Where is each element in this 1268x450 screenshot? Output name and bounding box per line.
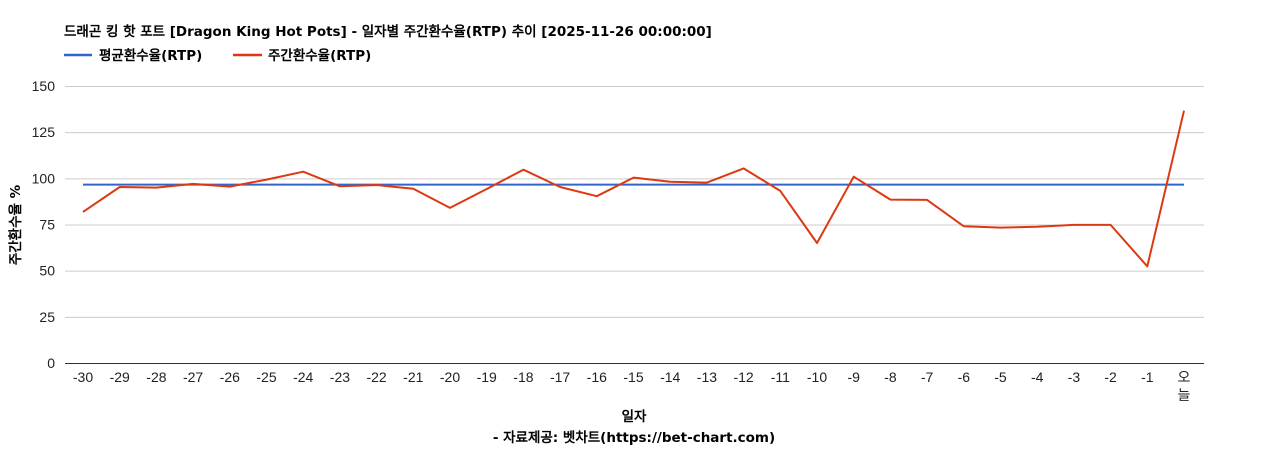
x-tick-label: -13 [697, 369, 717, 385]
x-axis-ticks: -30 -29 -28 -27 -26 -25 -24 -23 -22 -21 -20 -19 -18 -… [73, 369, 1191, 403]
y-tick-label: 25 [39, 309, 55, 325]
legend-item-weekly[interactable]: 주간환수율(RTP) [233, 47, 371, 64]
x-tick-label: -2 [1104, 369, 1117, 385]
x-tick-label: -4 [1031, 369, 1044, 385]
x-tick-label: -16 [587, 369, 607, 385]
gridlines [65, 86, 1204, 318]
x-tick-label: -1 [1141, 369, 1154, 385]
legend-label-weekly: 주간환수율(RTP) [268, 47, 371, 64]
x-axis-title: 일자 [622, 409, 647, 425]
y-tick-label: 0 [47, 355, 55, 371]
y-tick-label: 50 [39, 263, 55, 279]
y-tick-label: 100 [32, 170, 56, 186]
x-tick-label: -11 [771, 369, 790, 385]
x-tick-label: -6 [958, 369, 971, 385]
x-tick-label: -7 [921, 369, 934, 385]
x-tick-label: -21 [403, 369, 423, 385]
x-tick-label: -23 [330, 369, 350, 385]
y-tick-label: 75 [39, 217, 55, 233]
x-tick-label: -15 [623, 369, 643, 385]
x-tick-label: -28 [146, 369, 166, 385]
legend: 평균환수율(RTP) 주간환수율(RTP) [64, 47, 371, 64]
y-axis-title: 주간환수율 % [7, 184, 24, 265]
series-line-weekly-rtp[interactable] [82, 110, 1185, 268]
x-tick-label: -18 [513, 369, 533, 385]
chart-title: 드래곤 킹 핫 포트 [Dragon King Hot Pots] - 일자별 … [64, 23, 712, 40]
series-lines [82, 110, 1185, 268]
legend-item-average[interactable]: 평균환수율(RTP) [64, 47, 202, 64]
x-tick-label: -19 [477, 369, 497, 385]
x-tick-label: -8 [884, 369, 897, 385]
x-tick-label: -27 [183, 369, 203, 385]
source-note: - 자료제공: 벳차트(https://bet-chart.com) [493, 429, 775, 446]
x-tick-label: -12 [733, 369, 753, 385]
x-tick-label: -3 [1068, 369, 1081, 385]
x-tick-label: -24 [293, 369, 313, 385]
x-tick-label: -22 [366, 369, 386, 385]
x-tick-label: -30 [73, 369, 93, 385]
y-tick-label: 150 [32, 78, 56, 94]
x-tick-label: -10 [807, 369, 827, 385]
x-tick-label: -26 [220, 369, 240, 385]
x-tick-label: -14 [660, 369, 680, 385]
legend-label-average: 평균환수율(RTP) [99, 47, 202, 64]
y-tick-label: 125 [32, 124, 56, 140]
x-tick-label: -17 [550, 369, 570, 385]
x-tick-label: -9 [847, 369, 860, 385]
x-tick-label: -5 [994, 369, 1007, 385]
y-axis-ticks: 0 25 50 75 100 125 150 [32, 78, 56, 371]
x-tick-label: -29 [110, 369, 130, 385]
x-tick-label: -25 [256, 369, 276, 385]
x-tick-label: -20 [440, 369, 460, 385]
